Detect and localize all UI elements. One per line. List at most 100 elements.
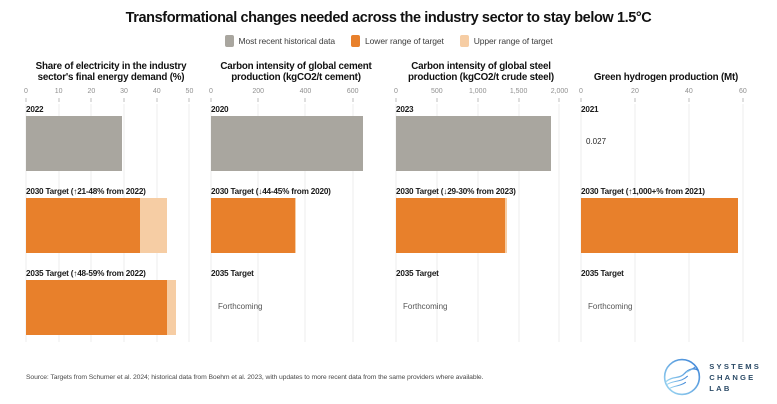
bar-historical (211, 116, 364, 171)
axis-tick-mark (395, 98, 397, 102)
bar-row: 2030 Target (↓29-30% from 2023) (396, 186, 566, 253)
axis-tick-label: 1,000 (468, 88, 487, 95)
axis-tick-mark (90, 98, 92, 102)
axis-tick-mark (257, 98, 259, 102)
axis-tick-label: 0 (394, 88, 398, 95)
gridline (304, 104, 306, 342)
legend-swatch-upper-target (459, 35, 469, 47)
bar-row: 2023 (396, 104, 566, 171)
axis-tick-label: 30 (120, 88, 128, 95)
axis-tick-label: 1,500 (509, 88, 528, 95)
bar-track (26, 280, 196, 335)
gridline (558, 104, 560, 342)
bar-track: Forthcoming (581, 280, 751, 335)
bar-row-label: 2020 (211, 105, 229, 114)
bar-row: 2030 Target (↓44-45% from 2020) (211, 186, 381, 253)
panel-title: Carbon intensity of global cement produc… (220, 60, 372, 84)
axis-tick-label: 200 (252, 88, 265, 95)
bar-historical (26, 116, 123, 171)
legend-swatch-historical (224, 35, 234, 47)
bar-target-lower (581, 198, 738, 253)
plot-area: 2022 2030 Target (↑21-48% from 2022) 2035 … (25, 104, 196, 346)
bar-row-label: 2035 Target (581, 269, 624, 278)
legend-label: Most recent historical data (238, 36, 336, 46)
chart-panel-3: Green hydrogen production (Mt) 0 20 40 60 202… (579, 57, 751, 346)
bar-row-label: 2035 Target (396, 269, 439, 278)
logo-line: CHANGE (709, 372, 756, 382)
axis-tick-label: 40 (152, 88, 161, 95)
bar-row: 2020 (211, 104, 381, 171)
bar-track: Forthcoming (211, 280, 381, 335)
axis-tick-label: 60 (738, 88, 747, 95)
bar-track (396, 116, 566, 171)
bar-row-label: 2030 Target (↑1,000+% from 2021) (581, 187, 705, 196)
forthcoming-note: Forthcoming (403, 302, 448, 311)
axis-tick-mark (352, 98, 354, 102)
legend-swatch-lower-target (351, 35, 361, 47)
bar-target-lower (26, 198, 141, 253)
axis-tick-label: 0 (24, 88, 28, 95)
source-note: Source: Targets from Schumer et al. 2024… (26, 373, 484, 381)
bar-track: 0.027 (581, 116, 751, 171)
axis-tick-label: 20 (631, 88, 639, 95)
axis-tick-mark (436, 98, 438, 102)
bar-row: 2035 Target Forthcoming (211, 268, 381, 335)
bar-row-label: 2030 Target (↑21-48% from 2022) (26, 187, 146, 196)
bar-row: 2021 0.027 (581, 104, 751, 171)
axis-tick-label: 600 (346, 88, 359, 95)
logo-line: LAB (709, 383, 732, 393)
forthcoming-note: Forthcoming (588, 302, 633, 311)
panel-header: Share of electricity in the industry sec… (26, 57, 196, 84)
axis-tick-mark (58, 98, 60, 102)
axis-tick-label: 20 (87, 88, 96, 95)
bar-row: 2022 (26, 104, 196, 171)
bar-target-upper (505, 198, 507, 253)
gridline (742, 104, 744, 342)
page-title: Transformational changes needed across t… (125, 10, 652, 26)
axis-tick-mark (304, 98, 306, 102)
footer: Source: Targets from Schumer et al. 2024… (26, 358, 765, 396)
chart-panel-1: Carbon intensity of global cement produc… (209, 57, 381, 346)
legend-label: Lower range of target (365, 36, 444, 46)
axis-tick-label: 50 (185, 88, 194, 95)
gridline (518, 104, 520, 342)
logo-line: SYSTEMS (709, 361, 761, 371)
panel-title: Green hydrogen production (Mt) (593, 72, 739, 84)
axis-tick-label: 2,000 (550, 88, 569, 95)
axis-tick-mark (156, 98, 158, 102)
legend: Most recent historical data Lower range o… (26, 35, 751, 47)
bar-row: 2030 Target (↑21-48% from 2022) (26, 186, 196, 253)
bar-target-upper (166, 280, 177, 335)
bar-row-label: 2030 Target (↓44-45% from 2020) (211, 187, 331, 196)
legend-item-historical: Most recent historical data (224, 35, 336, 47)
bar-historical (396, 116, 552, 171)
axis-tick-mark (558, 98, 560, 102)
bar-track (211, 198, 381, 253)
wave-circle-icon (664, 358, 701, 396)
plot-area: 2023 2030 Target (↓29-30% from 2023) 2035 … (395, 104, 566, 346)
bar-row: 2035 Target Forthcoming (396, 268, 566, 335)
bar-row: 2030 Target (↑1,000+% from 2021) (581, 186, 751, 253)
axis-tick-mark (518, 98, 520, 102)
bar-row-label: 2023 (396, 105, 414, 114)
bar-target-lower (396, 198, 506, 253)
axis-tick-mark (634, 98, 636, 102)
panel-header: Green hydrogen production (Mt) (581, 57, 751, 84)
axis-tick-label: 0 (209, 88, 213, 95)
axis-tick-mark (210, 98, 212, 102)
bar-row-label: 2035 Target (211, 269, 254, 278)
axis-tick-label: 40 (685, 88, 693, 95)
axis-tick-mark (742, 98, 744, 102)
bar-row-label: 2021 (581, 105, 599, 114)
bar-target-upper (294, 198, 297, 253)
panel-title: Share of electricity in the industry sec… (35, 60, 187, 84)
axis-tick-label: 400 (299, 88, 312, 95)
axis-tick-label: 0 (579, 88, 583, 95)
axis-tick-label: 500 (431, 88, 443, 95)
panel-header: Carbon intensity of global steel product… (396, 57, 566, 84)
bar-row-label: 2035 Target (↑48-59% from 2022) (26, 269, 146, 278)
forthcoming-note: Forthcoming (218, 302, 263, 311)
x-axis: 0 500 1,000 1,500 2,000 (394, 88, 569, 104)
axis-tick-label: 10 (54, 88, 63, 95)
bar-track (396, 198, 566, 253)
